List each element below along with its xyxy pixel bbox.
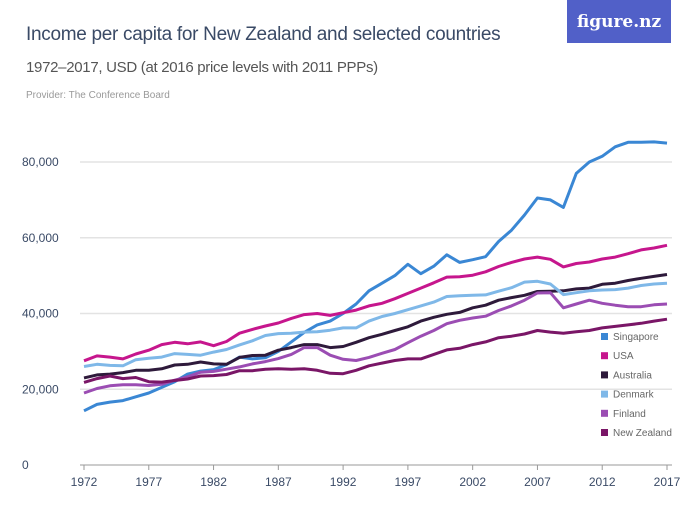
- series-line-singapore: [83, 140, 668, 413]
- legend-swatch: [601, 333, 608, 340]
- legend-label: Denmark: [613, 390, 655, 401]
- legend-label: New Zealand: [613, 428, 672, 439]
- figure-nz-logo[interactable]: figure.nz: [567, 0, 671, 43]
- x-tick-label: 1982: [200, 475, 227, 489]
- legend-label: Australia: [613, 370, 652, 381]
- legend-swatch: [601, 371, 608, 379]
- legend-label: Singapore: [613, 332, 659, 343]
- x-tick-label: 1997: [395, 475, 422, 489]
- legend-label: Finland: [613, 409, 646, 420]
- x-tick-label: 1992: [330, 475, 357, 489]
- x-tick-label: 1977: [135, 475, 162, 489]
- y-tick-label: 20,000: [22, 382, 59, 396]
- legend-swatch: [601, 352, 608, 360]
- x-tick-label: 2012: [589, 475, 616, 489]
- x-tick-label: 1987: [265, 475, 292, 489]
- x-tick-label: 2017: [654, 475, 681, 489]
- y-tick-label: 40,000: [22, 307, 59, 321]
- y-tick-label: 60,000: [22, 231, 59, 245]
- x-tick-label: 2002: [459, 475, 486, 489]
- series-line-australia: [83, 273, 668, 380]
- series-line-denmark: [83, 279, 668, 368]
- series-line-new-zealand: [83, 317, 668, 384]
- x-tick-label: 2007: [524, 475, 551, 489]
- legend-swatch: [601, 390, 608, 398]
- chart-title: Income per capita for New Zealand and se…: [26, 24, 501, 45]
- series-line-usa: [83, 243, 668, 363]
- legend-label: USA: [613, 351, 634, 362]
- x-tick-label: 1972: [71, 475, 98, 489]
- provider-text: Provider: The Conference Board: [26, 90, 170, 101]
- legend-swatch: [601, 409, 608, 417]
- y-tick-label: 0: [22, 458, 29, 472]
- chart-subtitle: 1972–2017, USD (at 2016 price levels wit…: [26, 59, 378, 76]
- legend-swatch: [601, 429, 608, 436]
- y-tick-label: 80,000: [22, 155, 59, 169]
